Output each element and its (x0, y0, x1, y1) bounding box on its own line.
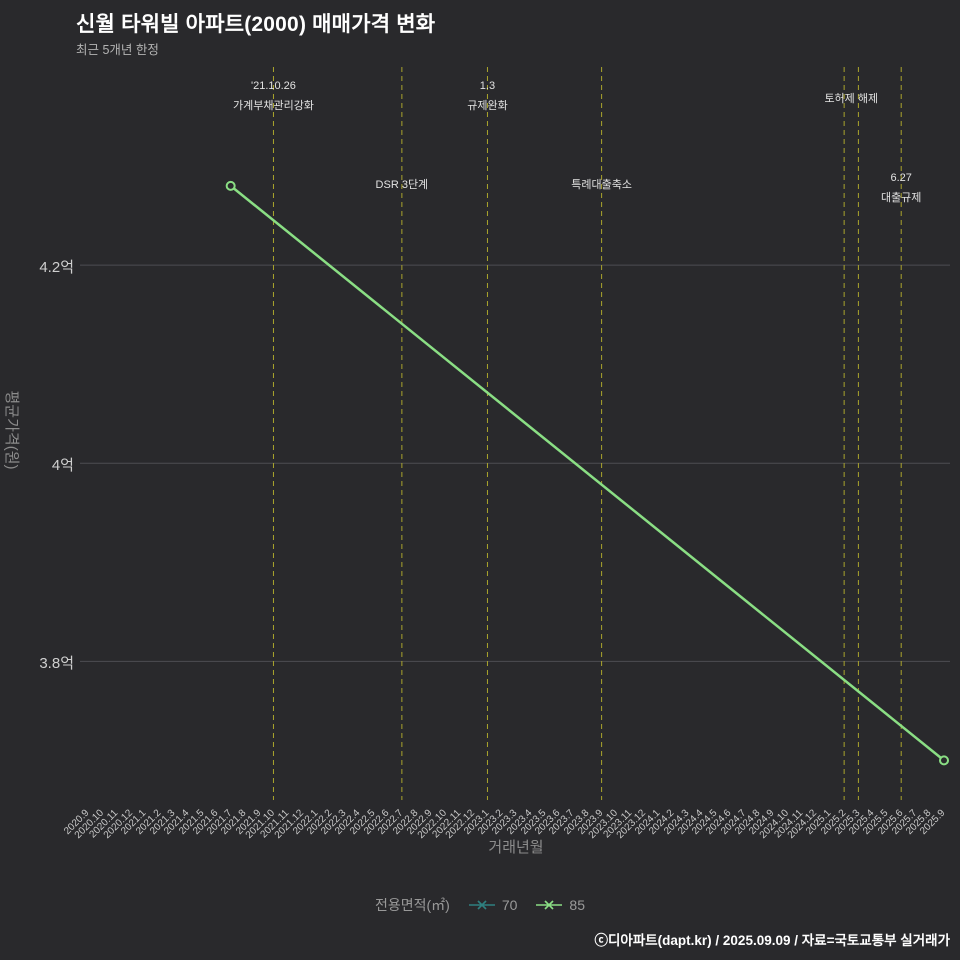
event-annotation: 규제완화 (467, 100, 508, 112)
series-line-85 (229, 184, 945, 762)
page-subtitle: 최근 5개년 한정 (76, 43, 159, 57)
event-annotation: 1.3 (479, 80, 496, 92)
event-annotation: 6.27 (890, 172, 912, 184)
event-annotation: 가계부채관리강화 (232, 100, 314, 112)
page-title: 신월 타워빌 아파트(2000) 매매가격 변화 (76, 13, 436, 36)
y-tick-label: 4억 (51, 457, 74, 475)
y-tick-label: 4.2억 (39, 259, 74, 277)
data-point (225, 180, 236, 191)
legend-item-85[interactable]: 85 (535, 897, 585, 913)
legend-marker-icon (468, 900, 495, 910)
data-point (939, 755, 949, 766)
y-tick-label: 3.8억 (39, 655, 74, 673)
legend: 전용면적(㎡) 70 85 (0, 895, 960, 915)
event-annotation: 대출규제 (880, 192, 922, 204)
legend-item-label: 70 (501, 897, 518, 913)
event-annotation: DSR 3단계 (375, 179, 429, 191)
credit-footer: ⓒ디아파트(dapt.kr) / 2025.09.09 / 자료=국토교통부 실… (594, 933, 950, 948)
legend-item-70[interactable]: 70 (468, 897, 518, 913)
event-annotation: 특례대출축소 (571, 179, 632, 191)
legend-title: 전용면적(㎡) (374, 897, 450, 913)
event-annotation: '21.10.26 (250, 80, 296, 92)
event-annotation: 토허제 해제 (824, 93, 879, 105)
x-axis-label: 거래년월 (488, 839, 544, 856)
legend-item-label: 85 (569, 897, 585, 913)
legend-marker-icon (536, 900, 563, 910)
